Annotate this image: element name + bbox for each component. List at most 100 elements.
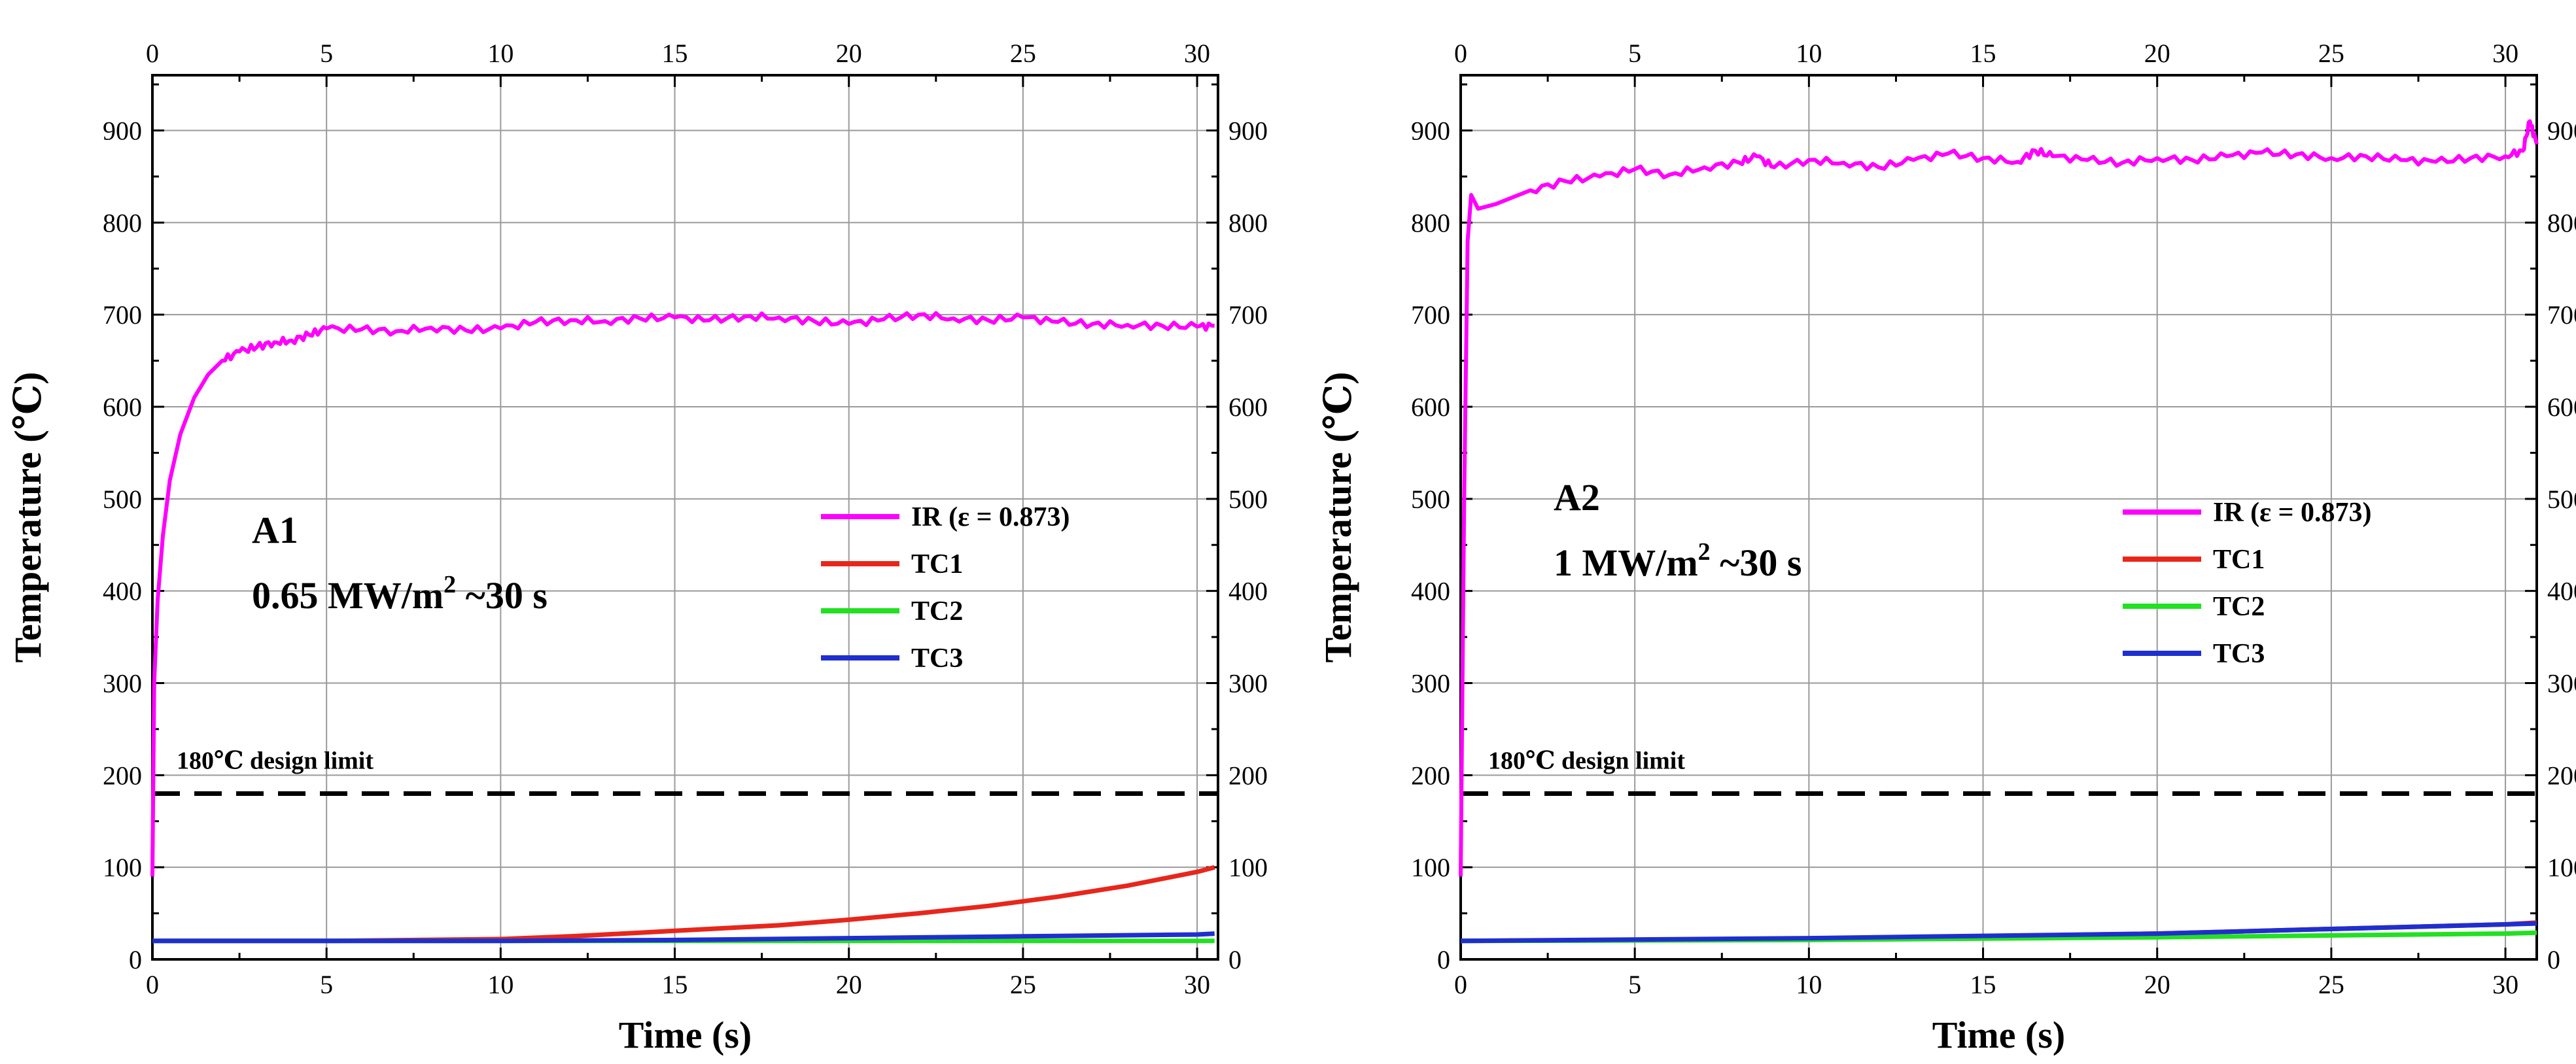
plot-frame <box>1459 74 2538 961</box>
y-tick-label: 300 <box>1411 669 1450 698</box>
x-axis-title: Time (s) <box>619 1014 752 1056</box>
y-right-tick-label: 900 <box>1228 116 1268 146</box>
x-tick-label: 15 <box>1970 970 1996 999</box>
y-tick-label: 0 <box>129 945 142 974</box>
y-right-tick-label: 400 <box>2547 577 2576 606</box>
y-right-tick-label: 200 <box>2547 761 2576 790</box>
legend-label: TC3 <box>2213 639 2265 669</box>
y-tick-label: 800 <box>1411 208 1450 237</box>
y-tick-label: 600 <box>1411 392 1450 422</box>
y-right-tick-label: 500 <box>2547 485 2576 514</box>
y-right-tick-label: 300 <box>1228 669 1268 698</box>
y-right-tick-label: 700 <box>2547 300 2576 330</box>
y-right-tick-label: 400 <box>1228 577 1268 606</box>
x-tick-label: 0 <box>1454 970 1467 999</box>
series-line-tc3 <box>1460 921 2537 944</box>
series-line-tc3 <box>152 931 1215 944</box>
y-right-tick-label: 200 <box>1228 761 1268 790</box>
y-right-tick-label: 800 <box>2547 208 2576 237</box>
y-tick-label: 200 <box>1411 761 1450 790</box>
y-axis-title: Temperature (℃) <box>7 372 49 663</box>
x-top-tick-label: 10 <box>1796 39 1822 68</box>
x-tick-label: 5 <box>320 970 333 999</box>
y-tick-label: 500 <box>1411 485 1450 514</box>
y-tick-label: 100 <box>103 853 142 882</box>
y-right-tick-label: 600 <box>1228 392 1268 422</box>
legend-label: TC1 <box>2213 545 2265 575</box>
y-right-tick-label: 100 <box>2547 853 2576 882</box>
y-tick-label: 700 <box>103 300 142 330</box>
legend-label: TC2 <box>911 596 963 626</box>
x-tick-label: 25 <box>2318 970 2344 999</box>
y-right-tick-label: 900 <box>2547 116 2576 146</box>
condition-text: 1 MW/m2 ~30 s <box>1554 538 1801 584</box>
y-tick-label: 900 <box>103 116 142 146</box>
y-tick-label: 400 <box>1411 577 1450 606</box>
legend-label: IR (ε = 0.873) <box>2213 498 2372 528</box>
x-tick-label: 30 <box>2492 970 2518 999</box>
x-tick-label: 30 <box>1184 970 1210 999</box>
y-tick-label: 600 <box>103 392 142 422</box>
x-tick-label: 20 <box>2144 970 2170 999</box>
condition-prefix: 1 MW/m <box>1554 541 1698 584</box>
y-tick-label: 800 <box>103 208 142 237</box>
panel-label: A2 <box>1554 476 1600 519</box>
x-top-tick-label: 25 <box>2318 39 2344 68</box>
condition-text: 0.65 MW/m2 ~30 s <box>252 571 548 617</box>
x-top-tick-label: 30 <box>2492 39 2518 68</box>
y-tick-label: 0 <box>1437 945 1450 974</box>
x-tick-label: 0 <box>146 970 159 999</box>
y-right-tick-label: 500 <box>1228 485 1268 514</box>
x-axis-title: Time (s) <box>1932 1014 2066 1056</box>
x-top-tick-label: 0 <box>1454 39 1467 68</box>
x-top-tick-label: 0 <box>146 39 159 68</box>
x-top-tick-label: 5 <box>1628 39 1641 68</box>
x-tick-label: 15 <box>662 970 688 999</box>
series-line-ir-0-873- <box>1459 119 2539 877</box>
design-limit-label: 180℃ design limit <box>177 747 374 775</box>
y-right-tick-label: 600 <box>2547 392 2576 422</box>
x-tick-label: 5 <box>1628 970 1641 999</box>
x-top-tick-label: 20 <box>836 39 862 68</box>
x-top-tick-label: 15 <box>1970 39 1996 68</box>
y-right-tick-label: 700 <box>1228 300 1268 330</box>
y-tick-label: 500 <box>103 485 142 514</box>
y-right-tick-label: 100 <box>1228 853 1268 882</box>
legend-label: IR (ε = 0.873) <box>911 502 1070 532</box>
x-tick-label: 10 <box>487 970 513 999</box>
y-tick-label: 100 <box>1411 853 1450 882</box>
design-limit-label: 180℃ design limit <box>1488 747 1685 775</box>
y-right-tick-label: 300 <box>2547 669 2576 698</box>
y-right-tick-label: 0 <box>1228 945 1242 974</box>
y-tick-label: 700 <box>1411 300 1450 330</box>
x-tick-label: 20 <box>836 970 862 999</box>
panel-a2: 0055101015152020252530300010010020020030… <box>1317 39 2576 1056</box>
y-tick-label: 200 <box>103 761 142 790</box>
condition-superscript: 2 <box>444 571 456 598</box>
x-tick-label: 10 <box>1796 970 1822 999</box>
condition-suffix: ~30 s <box>1711 541 1802 584</box>
x-top-tick-label: 15 <box>662 39 688 68</box>
y-right-tick-label: 0 <box>2547 945 2560 974</box>
legend-label: TC1 <box>911 549 963 579</box>
plot-frame <box>151 74 1219 961</box>
x-top-tick-label: 25 <box>1010 39 1036 68</box>
panel-label: A1 <box>252 509 298 551</box>
condition-superscript: 2 <box>1698 538 1711 566</box>
y-tick-label: 900 <box>1411 116 1450 146</box>
legend-label: TC2 <box>2213 592 2265 622</box>
condition-suffix: ~30 s <box>456 574 548 617</box>
x-top-tick-label: 5 <box>320 39 333 68</box>
x-top-tick-label: 10 <box>487 39 513 68</box>
x-top-tick-label: 20 <box>2144 39 2170 68</box>
condition-prefix: 0.65 MW/m <box>252 574 444 617</box>
y-axis-title: Temperature (℃) <box>1317 372 1359 663</box>
y-tick-label: 400 <box>103 577 142 606</box>
x-tick-label: 25 <box>1010 970 1036 999</box>
legend-label: TC3 <box>911 644 963 674</box>
y-right-tick-label: 800 <box>1228 208 1268 237</box>
series-line-tc1 <box>152 865 1215 944</box>
y-tick-label: 300 <box>103 669 142 698</box>
